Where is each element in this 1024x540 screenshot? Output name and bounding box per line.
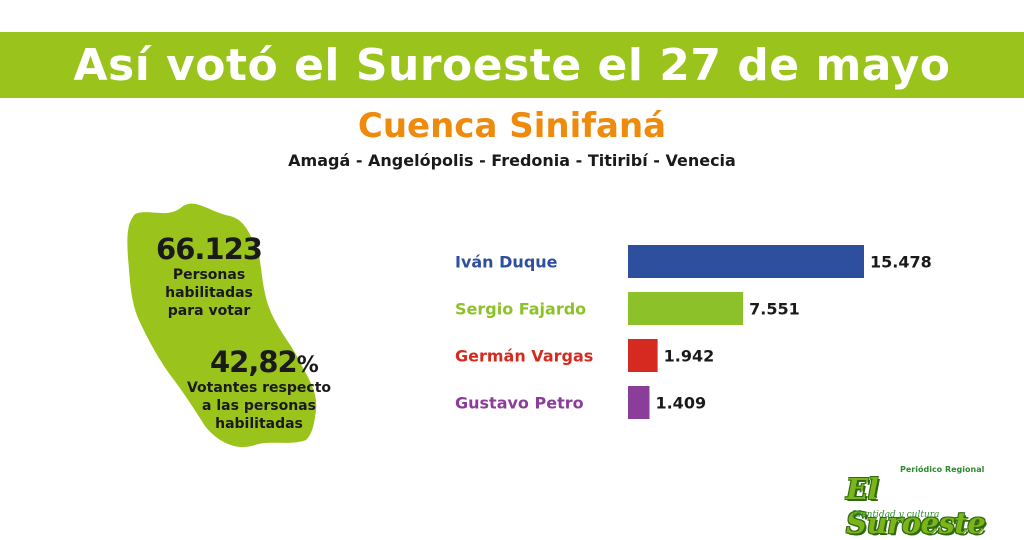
page-title: Así votó el Suroeste el 27 de mayo <box>73 39 951 91</box>
region-subtitle: Cuenca Sinifaná <box>357 106 667 146</box>
title-banner: Así votó el Suroeste el 27 de mayo <box>0 32 1024 98</box>
turnout-label-1: Votantes respecto <box>186 380 332 396</box>
data-label: 1.942 <box>664 347 715 366</box>
logo-slogan: Identidad y cultura <box>852 510 940 520</box>
data-label: 7.551 <box>749 300 800 319</box>
turnout-stat: 42,82% Votantes respecto a las personas … <box>176 345 342 433</box>
logo-name: El Suroeste <box>846 472 986 540</box>
turnout-label-3: habilitadas <box>215 416 303 432</box>
data-label: 1.409 <box>655 394 706 413</box>
category-label: Iván Duque <box>455 253 558 272</box>
bar <box>628 245 864 278</box>
registered-voters-value: 66.123 <box>156 232 263 266</box>
category-label: Germán Vargas <box>455 347 593 366</box>
map-shape <box>127 203 317 448</box>
bar <box>628 292 744 325</box>
logo-top-text: Periódico Regional <box>900 465 985 474</box>
category-label: Sergio Fajardo <box>455 300 586 319</box>
turnout-unit: % <box>296 353 319 378</box>
turnout-value-line: 42,82% <box>176 345 342 379</box>
turnout-value: 42,82 <box>210 345 298 379</box>
data-label: 15.478 <box>870 253 932 272</box>
registered-voters-stat: 66.123 Personas habilitadas para votar <box>150 232 268 320</box>
bar <box>628 386 650 419</box>
registered-voters-label-2: habilitadas <box>165 285 253 301</box>
registered-voters-label-1: Personas <box>172 267 246 283</box>
newspaper-logo: Periódico Regional El Suroeste Identidad… <box>842 462 1002 540</box>
bar <box>628 339 658 372</box>
municipalities-list: Amagá - Angelópolis - Fredonia - Titirib… <box>288 151 736 170</box>
registered-voters-label-3: para votar <box>167 303 251 319</box>
category-label: Gustavo Petro <box>455 394 584 413</box>
turnout-label-2: a las personas <box>202 398 316 414</box>
